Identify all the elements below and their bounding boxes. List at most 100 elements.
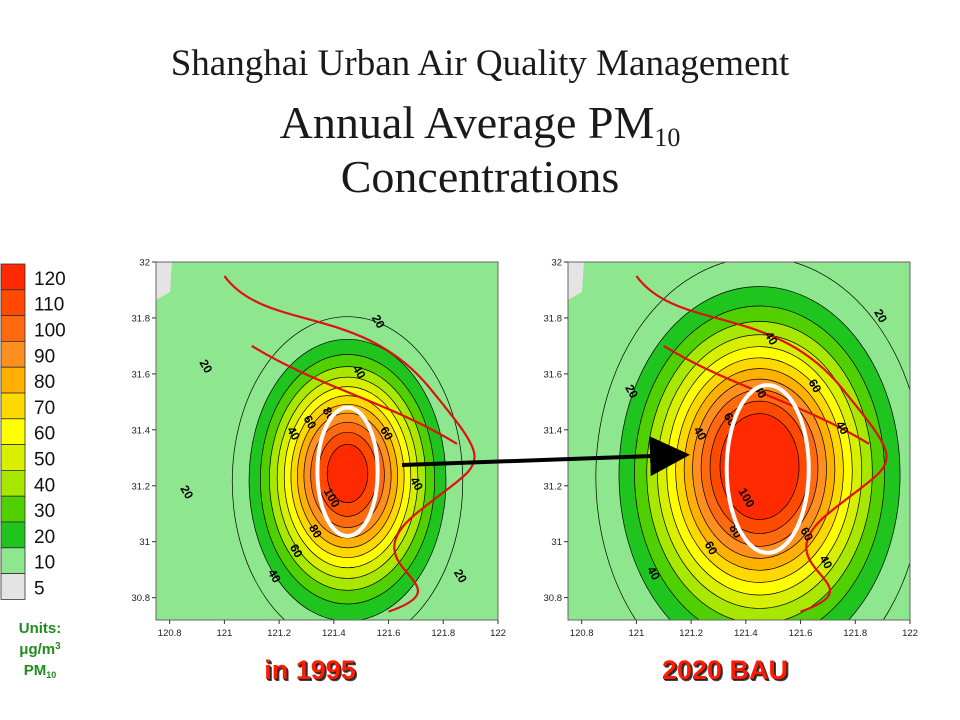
legend-label: 10 [34, 553, 55, 574]
contour-label: 40 [833, 419, 852, 438]
x-tick-label: 121 [216, 628, 232, 639]
contour-label: 80 [726, 522, 745, 541]
legend-swatch [0, 341, 26, 368]
chart-title: Annual Average PM10 Concentrations [0, 96, 960, 204]
color-legend: 120 110 100 90 80 70 60 50 40 30 20 10 5 [0, 263, 66, 600]
page-title: Shanghai Urban Air Quality Management [170, 43, 790, 84]
y-tick-label: 31.4 [544, 425, 563, 436]
legend-label: 80 [34, 372, 55, 393]
contour-label: 60 [287, 542, 306, 561]
contour-label: 60 [702, 539, 721, 558]
highlight-ellipse [315, 405, 380, 539]
contour-label: 40 [284, 424, 303, 443]
contour-label: 40 [350, 363, 369, 382]
x-tick-label: 120.8 [570, 628, 594, 639]
y-tick-label: 31.8 [132, 313, 151, 324]
y-tick-label: 30.8 [132, 593, 151, 604]
x-tick-label: 121.8 [431, 628, 455, 639]
lowest-band-area [156, 262, 172, 300]
contour-label: 20 [871, 307, 890, 326]
contour-label: 40 [691, 424, 710, 443]
y-tick-label: 32 [551, 258, 562, 269]
x-tick-label: 121.6 [789, 628, 813, 639]
river-line [663, 344, 870, 445]
contour-label: 60 [377, 424, 396, 443]
contour-label: 40 [817, 553, 836, 572]
x-tick-label: 121 [628, 628, 644, 639]
legend-label: 20 [34, 527, 55, 548]
y-tick-label: 31.4 [132, 425, 151, 436]
legend-swatch [0, 392, 26, 420]
legend-swatch [0, 263, 26, 291]
x-tick-label: 122 [902, 628, 918, 639]
y-tick-label: 30.8 [544, 593, 563, 604]
legend-swatch [0, 547, 26, 574]
legend-label: 40 [34, 475, 55, 496]
contour-label: 80 [306, 522, 325, 541]
legend-label: 100 [34, 321, 66, 342]
y-tick-label: 31.2 [132, 481, 151, 492]
y-tick-label: 31.6 [544, 369, 563, 380]
units-label: Units: μg/m3 PM10 [0, 618, 80, 681]
contour-label: 40 [644, 564, 663, 583]
y-tick-label: 31 [139, 537, 150, 548]
caption-2020: 2020 BAU [661, 655, 789, 685]
caption-1995: in 1995 [264, 655, 356, 685]
legend-swatch [0, 315, 26, 342]
legend-swatch [0, 418, 26, 446]
x-tick-label: 121.4 [734, 628, 758, 639]
legend-label: 5 [34, 579, 45, 600]
legend-label: 60 [34, 424, 55, 445]
y-tick-label: 31.6 [132, 369, 151, 380]
contour-label: 80 [320, 405, 339, 424]
contour-label: 40 [407, 474, 426, 493]
x-tick-label: 122 [490, 628, 506, 639]
x-tick-label: 121.6 [377, 628, 401, 639]
legend-swatch [0, 289, 26, 316]
contour-label: 20 [622, 382, 641, 401]
contour-label: 40 [265, 567, 284, 586]
highlight-ellipse [724, 383, 811, 555]
map-frame [155, 261, 499, 621]
x-tick-label: 121.2 [679, 628, 703, 639]
lowest-band-area [568, 262, 584, 300]
x-tick-label: 120.8 [158, 628, 182, 639]
contour-label: 40 [762, 329, 781, 348]
legend-label: 110 [34, 295, 64, 316]
contour-label: 20 [197, 357, 216, 376]
contour-band [326, 444, 369, 504]
legend-label: 50 [34, 450, 55, 471]
coastline [635, 275, 888, 613]
chart-title-line3: Concentrations [340, 151, 620, 202]
y-tick-label: 31.8 [544, 313, 563, 324]
x-tick-label: 121.8 [843, 628, 867, 639]
y-tick-label: 32 [139, 258, 150, 269]
legend-label: 70 [34, 398, 55, 419]
legend-swatch [0, 573, 26, 600]
legend-swatch [0, 495, 26, 523]
legend-swatch [0, 521, 26, 549]
contour-band [719, 413, 800, 520]
legend-swatch [0, 469, 26, 497]
contour-label: 60 [806, 377, 825, 396]
contour-label: 60 [797, 525, 816, 544]
units-pm: PM10 [23, 662, 57, 680]
x-tick-label: 121.2 [267, 628, 291, 639]
chart-title-main: Annual Average PM [279, 97, 655, 148]
river-line [251, 344, 458, 445]
y-tick-label: 31 [551, 537, 562, 548]
legend-label: 120 [34, 269, 66, 290]
y-tick-label: 31.2 [544, 481, 563, 492]
x-tick-label: 121.4 [322, 628, 346, 639]
legend-label: 90 [34, 346, 55, 367]
contour-label: 20 [177, 483, 196, 502]
legend-label: 30 [34, 501, 55, 522]
contour-label: 20 [451, 567, 470, 586]
units-title: Units: [18, 620, 62, 637]
legend-swatch [0, 444, 26, 471]
contour-label: 60 [301, 413, 320, 432]
contour-label: 20 [369, 312, 388, 331]
map-frame [567, 261, 911, 621]
